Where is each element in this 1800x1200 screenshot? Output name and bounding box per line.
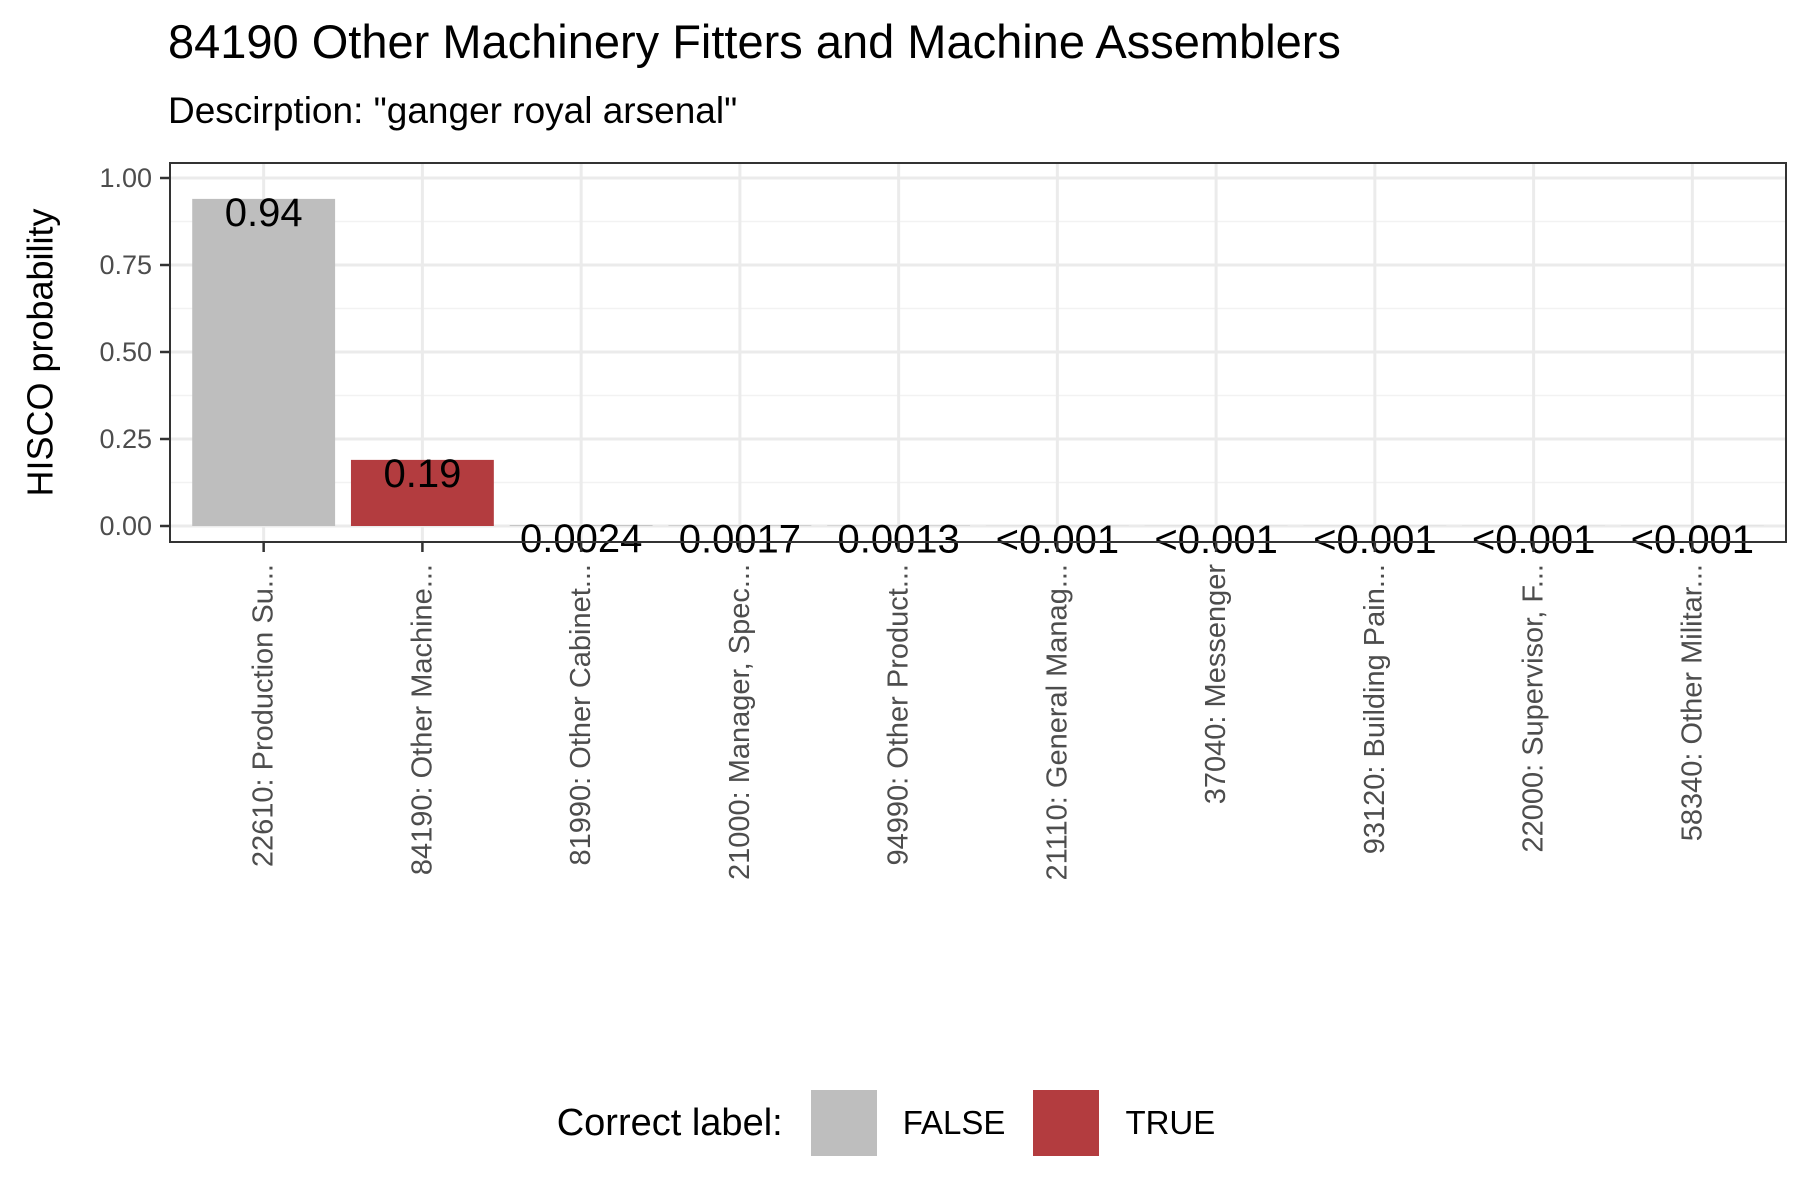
- bar-4: [668, 525, 812, 526]
- x-tick-label: 84190: Other Machine...: [406, 564, 438, 875]
- x-tick-label: 58340: Other Militar...: [1676, 564, 1708, 841]
- legend: Correct label: FALSE TRUE: [0, 1088, 1800, 1158]
- legend-key-true: [1033, 1090, 1100, 1156]
- y-tick-label: 0.75: [99, 250, 152, 280]
- x-tick-label: 93120: Building Pain...: [1359, 564, 1391, 854]
- y-tick-label: 1.00: [99, 163, 152, 193]
- y-tick-label: 0.25: [99, 424, 152, 454]
- legend-label-false: FALSE: [902, 1104, 1006, 1141]
- y-tick-label: 0.00: [99, 511, 152, 541]
- data-label-5: 0.0013: [837, 518, 959, 562]
- data-label-1: 0.94: [225, 191, 303, 235]
- data-label-10: <0.001: [1631, 518, 1754, 562]
- x-tick-label: 94990: Other Product...: [883, 564, 915, 865]
- y-tick-label: 0.50: [99, 337, 152, 367]
- data-label-3: 0.0024: [520, 517, 642, 561]
- data-label-6: <0.001: [996, 518, 1119, 562]
- data-label-2: 0.19: [383, 452, 461, 496]
- data-label-8: <0.001: [1313, 518, 1436, 562]
- x-tick-label: 22000: Supervisor, F...: [1518, 564, 1550, 853]
- data-label-4: 0.0017: [679, 517, 801, 561]
- legend-key-false: [810, 1090, 877, 1156]
- x-tick-label: 81990: Other Cabinet...: [565, 564, 597, 865]
- x-tick-label: 37040: Messenger: [1200, 564, 1232, 805]
- legend-title: Correct label:: [556, 1101, 783, 1144]
- legend-label-true: TRUE: [1125, 1104, 1216, 1141]
- chart-title: 84190 Other Machinery Fitters and Machin…: [168, 15, 1341, 68]
- y-axis-title: HISCO probability: [20, 208, 61, 496]
- x-tick-label: 21110: General Manag...: [1041, 564, 1073, 881]
- bar-2: [350, 459, 494, 526]
- bar-3: [509, 525, 653, 526]
- chart-subtitle: Descirption: "ganger royal arsenal": [168, 90, 738, 131]
- x-tick-label: 21000: Manager, Spec...: [724, 564, 756, 880]
- bar-1: [192, 198, 336, 526]
- data-label-9: <0.001: [1472, 518, 1595, 562]
- x-tick-label: 22610: Production Su...: [248, 564, 280, 867]
- data-label-7: <0.001: [1154, 518, 1277, 562]
